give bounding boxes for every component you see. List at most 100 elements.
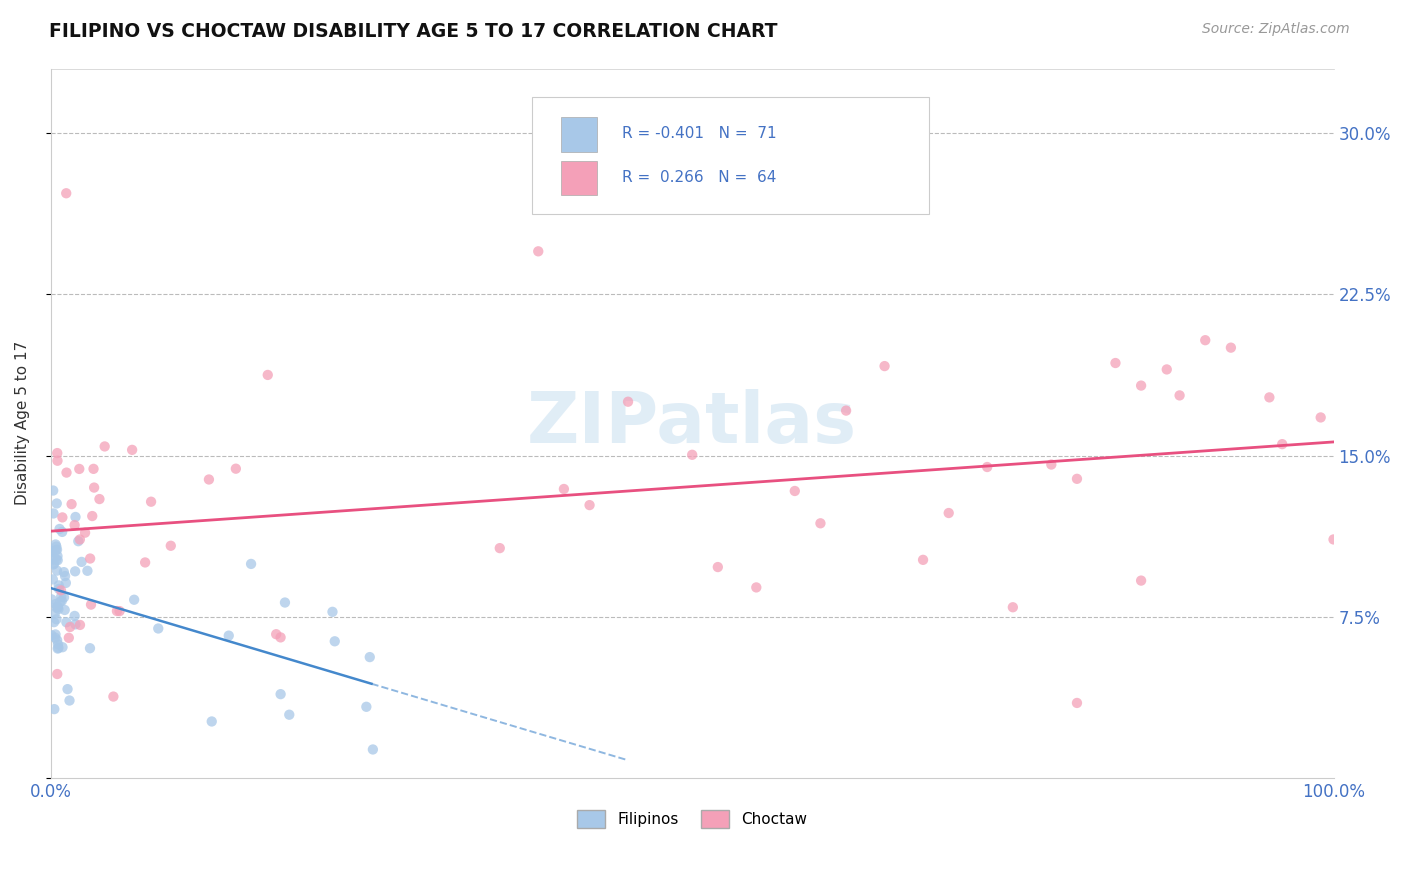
Point: [51, 594, 73, 608]
Point: [48, 640, 70, 655]
Point: [361, 742, 384, 756]
Text: R = -0.401   N =  71: R = -0.401 N = 71: [621, 127, 776, 141]
Point: [48, 522, 70, 536]
Point: [1130, 378, 1153, 392]
Point: [79, 641, 101, 656]
Point: [1271, 437, 1294, 451]
Point: [93, 439, 115, 453]
Point: [44, 631, 66, 645]
Point: [617, 394, 640, 409]
Point: [134, 556, 156, 570]
Point: [745, 581, 768, 595]
Point: [46, 454, 69, 468]
Point: [59, 620, 82, 634]
Point: [63, 564, 86, 578]
Point: [70, 555, 93, 569]
Point: [873, 359, 896, 373]
Point: [60, 497, 83, 511]
Point: [69, 533, 91, 547]
Point: [45, 540, 67, 554]
Point: [80, 598, 103, 612]
Point: [225, 461, 247, 475]
Point: [67, 462, 90, 476]
Point: [55, 615, 77, 630]
Point: [359, 650, 381, 665]
Text: FILIPINO VS CHOCTAW DISABILITY AGE 5 TO 17 CORRELATION CHART: FILIPINO VS CHOCTAW DISABILITY AGE 5 TO …: [49, 22, 778, 41]
Point: [1130, 574, 1153, 588]
Point: [103, 690, 125, 704]
Point: [44, 557, 66, 571]
Point: [51, 510, 73, 524]
Point: [41, 545, 63, 559]
Point: [46, 600, 69, 615]
Point: [63, 609, 86, 624]
Legend: Filipinos, Choctaw: Filipinos, Choctaw: [571, 804, 813, 834]
Point: [1168, 388, 1191, 402]
Point: [45, 552, 67, 566]
Text: R =  0.266   N =  64: R = 0.266 N = 64: [621, 170, 776, 186]
Point: [65, 617, 87, 632]
Point: [51, 640, 73, 655]
Point: [82, 509, 104, 524]
Point: [55, 466, 77, 480]
Point: [45, 496, 67, 510]
Point: [83, 462, 105, 476]
Point: [65, 510, 87, 524]
Point: [42, 573, 65, 587]
Point: [58, 631, 80, 645]
Point: [1104, 356, 1126, 370]
Point: [108, 604, 131, 618]
Point: [41, 592, 63, 607]
Point: [41, 544, 63, 558]
Point: [783, 483, 806, 498]
Point: [76, 564, 98, 578]
Point: [122, 592, 145, 607]
Point: [46, 564, 69, 578]
Point: [46, 667, 69, 681]
Point: [42, 615, 65, 629]
Point: [53, 569, 76, 583]
Point: [46, 633, 69, 648]
Point: [44, 607, 66, 621]
Point: [41, 628, 63, 642]
Point: [56, 682, 79, 697]
Point: [51, 524, 73, 539]
Point: [1194, 333, 1216, 347]
Point: [1066, 696, 1088, 710]
Point: [46, 637, 69, 651]
Point: [264, 627, 287, 641]
Point: [48, 582, 70, 596]
FancyBboxPatch shape: [561, 161, 598, 194]
Point: [42, 483, 65, 498]
Point: [835, 403, 858, 417]
Point: [270, 631, 292, 645]
Point: [159, 539, 181, 553]
Y-axis label: Disability Age 5 to 17: Disability Age 5 to 17: [15, 342, 30, 506]
Point: [121, 442, 143, 457]
Point: [1040, 458, 1063, 472]
Point: [105, 604, 128, 618]
Point: [553, 482, 575, 496]
Point: [83, 481, 105, 495]
Text: ZIPatlas: ZIPatlas: [527, 389, 858, 458]
Point: [49, 590, 72, 604]
Point: [488, 541, 510, 555]
Point: [55, 576, 77, 591]
Point: [79, 551, 101, 566]
Point: [976, 460, 998, 475]
Point: [46, 549, 69, 563]
Point: [1322, 533, 1344, 547]
Point: [45, 543, 67, 558]
Point: [55, 186, 77, 201]
Point: [323, 634, 346, 648]
Point: [46, 542, 69, 557]
Point: [49, 594, 72, 608]
Point: [75, 525, 97, 540]
Point: [42, 558, 65, 572]
Point: [256, 368, 278, 382]
FancyBboxPatch shape: [561, 118, 598, 152]
Point: [45, 600, 67, 615]
Point: [41, 552, 63, 566]
Point: [48, 602, 70, 616]
Text: Source: ZipAtlas.com: Source: ZipAtlas.com: [1202, 22, 1350, 37]
